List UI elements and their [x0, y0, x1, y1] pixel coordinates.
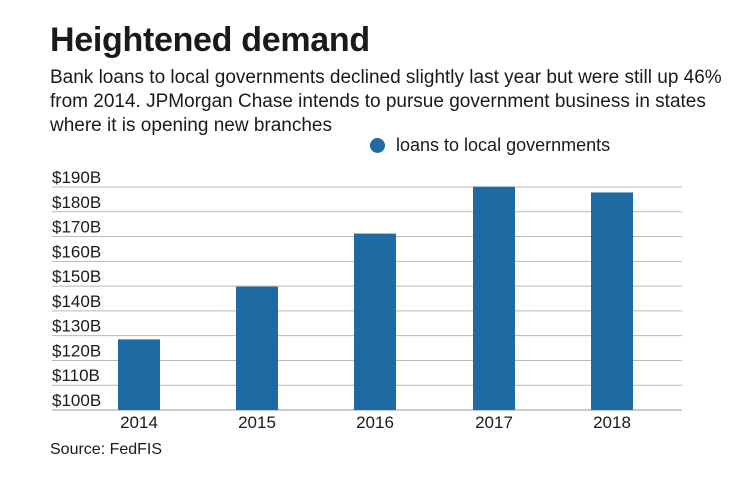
legend: loans to local governments [370, 134, 610, 156]
legend-swatch-icon [370, 137, 385, 153]
y-tick-label: $170B [52, 218, 101, 237]
x-tick-label: 2014 [120, 413, 158, 432]
y-tick-label: $110B [52, 366, 100, 385]
bar-2018 [591, 192, 633, 410]
source-note: Source: FedFIS [50, 441, 163, 458]
bar-2016 [354, 233, 396, 410]
x-tick-label: 2018 [593, 413, 631, 432]
y-tick-label: $150B [52, 267, 101, 286]
x-tick-label: 2015 [238, 413, 276, 432]
chart-title: Heightened demand [50, 21, 370, 59]
y-tick-label: $140B [52, 292, 101, 311]
legend-label: loans to local governments [396, 135, 611, 155]
y-tick-label: $180B [52, 193, 101, 212]
bar-2015 [236, 286, 278, 410]
chart-subtitle: Bank loans to local governments declined… [50, 67, 722, 136]
bar-2014 [118, 339, 160, 410]
x-tick-label: 2017 [475, 413, 513, 432]
y-tick-label: $190B [52, 168, 101, 187]
x-tick-label: 2016 [356, 413, 394, 432]
y-tick-label: $160B [52, 242, 101, 261]
y-tick-label: $120B [52, 341, 101, 360]
bar-2017 [473, 186, 515, 410]
y-tick-label: $100B [52, 391, 101, 410]
y-tick-label: $130B [52, 317, 101, 336]
